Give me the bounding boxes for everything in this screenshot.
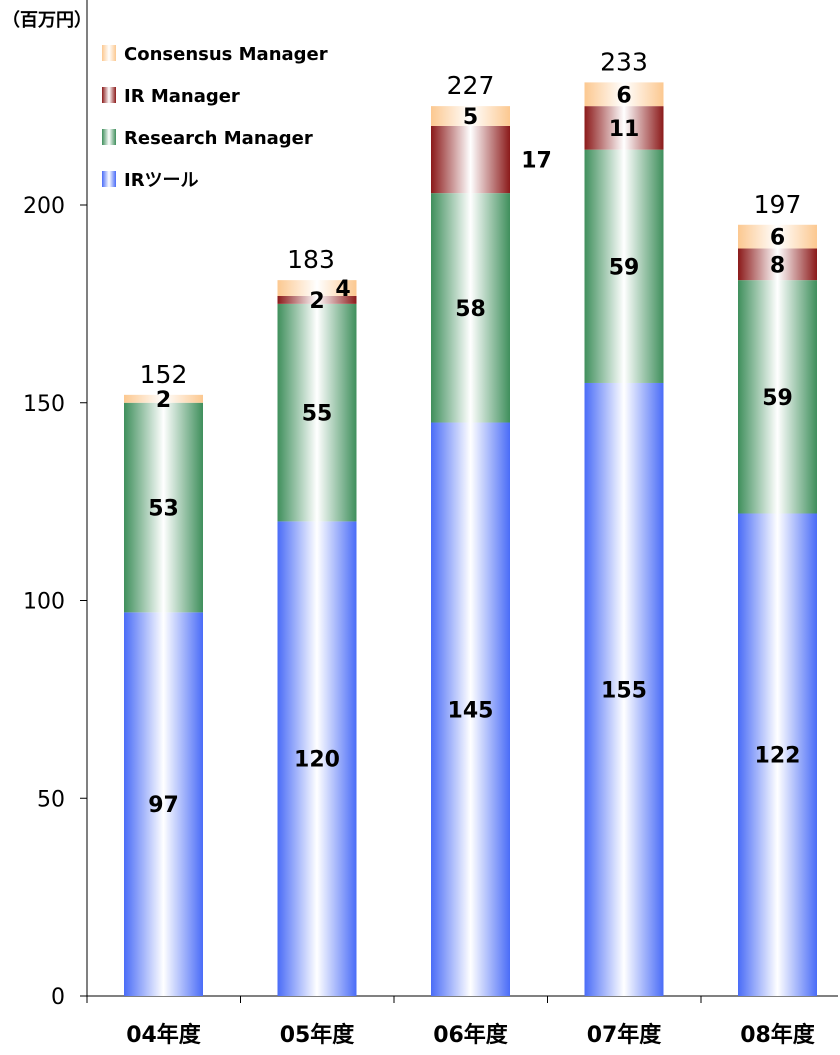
bar-total-label: 197: [754, 190, 802, 219]
legend: Consensus Manager IR Manager Research Mana…: [102, 44, 328, 191]
segment-value-label: 2: [156, 388, 171, 413]
bar-segment: [277, 303, 357, 522]
bar-segment: [584, 382, 664, 997]
unit-label: （百万円）: [2, 10, 92, 31]
bar-segment: [431, 193, 510, 423]
x-category-label: 04年度: [126, 1022, 202, 1048]
segment-value-label: 120: [294, 748, 340, 773]
bar-segment: [584, 82, 664, 107]
bar-segment: [584, 149, 664, 383]
legend-label: Consensus Manager: [124, 44, 328, 65]
bar-stack: [124, 394, 203, 996]
bar-segment: [431, 125, 510, 194]
bar-total-label: 227: [447, 71, 495, 100]
bar-segment: [431, 106, 510, 126]
segment-value-label: 17: [521, 149, 552, 174]
bar-segment: [738, 280, 817, 514]
segment-value-label: 97: [148, 793, 179, 818]
y-tick-label: 100: [23, 590, 65, 615]
segment-value-label: 53: [148, 497, 179, 522]
bar-segment: [277, 521, 357, 996]
bar-segment: [277, 280, 357, 296]
segment-value-label: 6: [616, 83, 631, 108]
x-category-label: 05年度: [280, 1022, 356, 1048]
legend-item: IRツール: [102, 170, 199, 191]
legend-swatch: [102, 171, 116, 187]
segment-value-label: 2: [309, 289, 324, 314]
bar-total-label: 183: [287, 245, 335, 274]
bar-stack: [277, 280, 357, 996]
bar-stack: [431, 106, 510, 996]
segment-value-label: 6: [770, 226, 785, 251]
legend-item: IR Manager: [102, 86, 240, 107]
bar-stack: [738, 224, 817, 996]
bar-segment: [277, 295, 357, 304]
legend-swatch: [102, 129, 116, 145]
legend-label: Research Manager: [124, 128, 313, 149]
x-category-label: 06年度: [433, 1022, 509, 1048]
segment-value-label: 11: [609, 117, 640, 142]
bar-segment: [738, 513, 817, 996]
legend-label: IR Manager: [124, 86, 240, 107]
segment-value-label: 145: [448, 698, 494, 723]
legend-item: Consensus Manager: [102, 44, 328, 65]
y-axis: 0 50 100 150 200: [23, 0, 88, 1010]
bar-segment: [584, 106, 664, 150]
y-tick-label: 0: [51, 985, 65, 1010]
bar-stack: [584, 82, 664, 997]
segment-value-label: 122: [755, 744, 801, 769]
legend-label: IRツール: [124, 170, 199, 191]
legend-swatch: [102, 87, 116, 103]
segment-value-label: 59: [762, 386, 793, 411]
bar-total-label: 152: [140, 360, 188, 389]
bar-segment: [124, 612, 203, 996]
y-tick-label: 150: [23, 392, 65, 417]
segment-value-label: 155: [601, 678, 647, 703]
bar-segment: [738, 224, 817, 249]
segment-value-label: 58: [455, 297, 486, 322]
bar-segment: [124, 394, 203, 403]
y-tick-label: 50: [37, 787, 65, 812]
legend-swatch: [102, 45, 116, 61]
y-tick-label: 200: [23, 194, 65, 219]
legend-item: Research Manager: [102, 128, 313, 149]
segment-value-label: 8: [770, 253, 785, 278]
x-category-label: 07年度: [587, 1022, 663, 1048]
x-category-label: 08年度: [740, 1022, 816, 1048]
bar-total-label: 233: [600, 47, 648, 76]
bar-segment: [738, 248, 817, 281]
x-axis: 04年度 05年度 06年度 07年度 08年度: [86, 995, 838, 1048]
segment-value-label: 55: [302, 402, 333, 427]
bar-segment: [431, 422, 510, 996]
segment-value-label: 4: [335, 277, 350, 302]
segment-value-label: 5: [463, 105, 478, 130]
segment-value-label: 59: [609, 255, 640, 280]
bar-segment: [124, 402, 203, 613]
